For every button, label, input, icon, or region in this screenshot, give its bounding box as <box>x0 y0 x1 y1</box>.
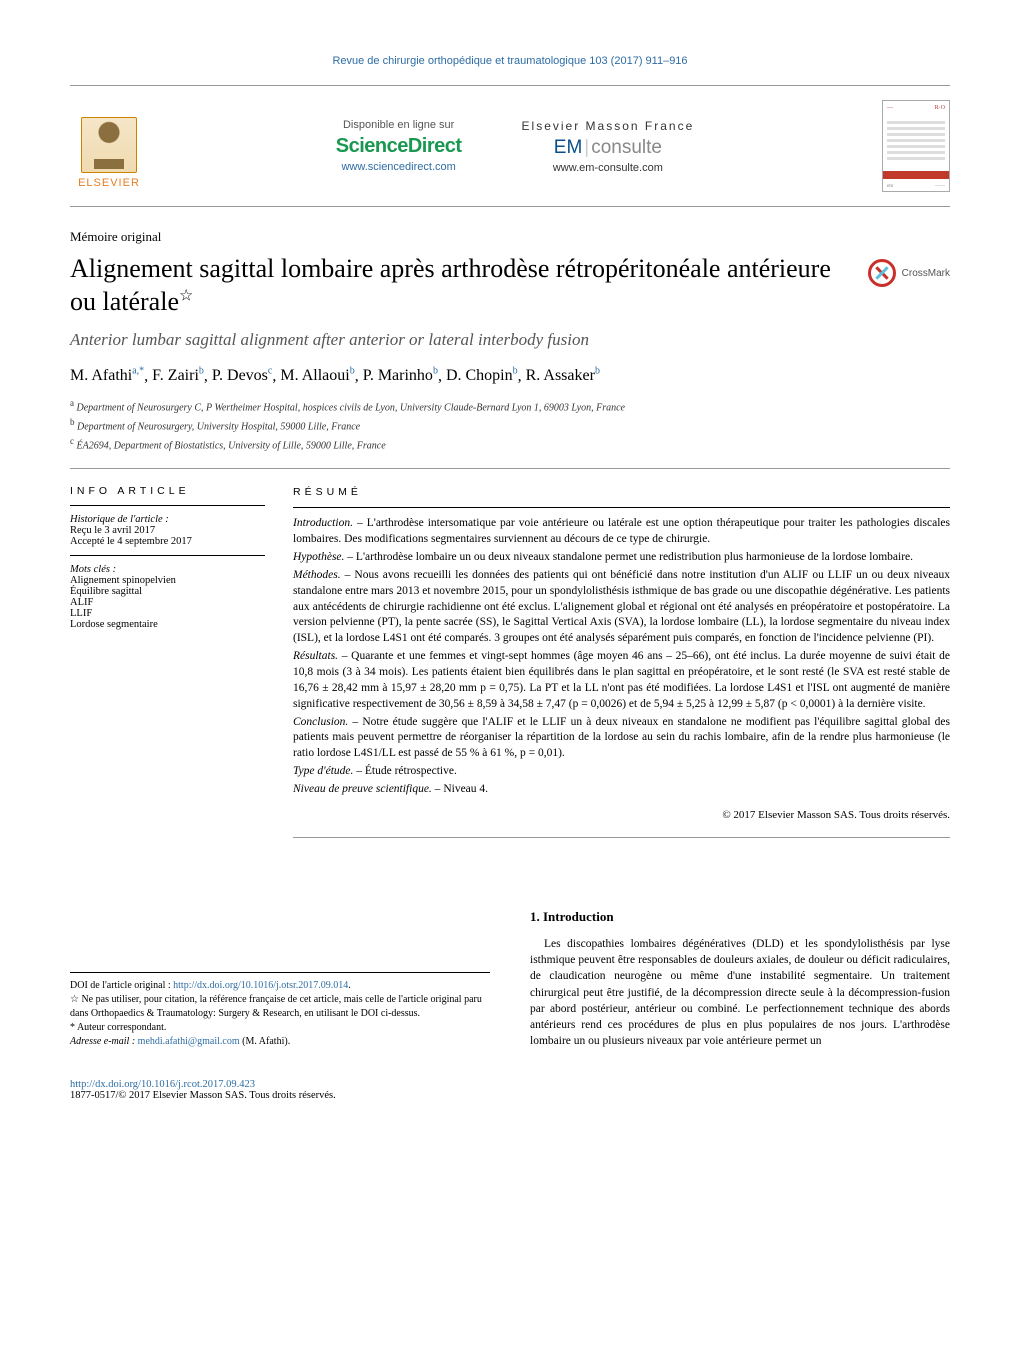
sciencedirect-logo[interactable]: ScienceDirect <box>336 135 462 158</box>
abs-hypothese: Hypothèse. – L'arthrodèse lombaire un ou… <box>293 550 950 566</box>
running-head: Revue de chirurgie orthopédique et traum… <box>70 55 950 67</box>
affiliations: a Department of Neurosurgery C, P Werthe… <box>70 397 950 468</box>
affiliation-c: c ÉA2694, Department of Biostatistics, U… <box>70 435 950 454</box>
sciencedirect-block: Disponible en ligne sur ScienceDirect ww… <box>336 119 462 174</box>
section-1-p1: Les discopathies lombaires dégénératives… <box>530 936 950 1049</box>
info-heading: INFO ARTICLE <box>70 469 265 506</box>
thumb-dash: — <box>887 105 893 117</box>
keyword-1: Équilibre sagittal <box>70 586 265 597</box>
doi-original: DOI de l'article original : http://dx.do… <box>70 979 490 993</box>
article-history: Historique de l'article : Reçu le 3 avri… <box>70 514 265 556</box>
thumb-band <box>883 171 949 179</box>
em-line1: Elsevier Masson France <box>522 119 695 133</box>
elsevier-logo: ELSEVIER <box>70 103 148 189</box>
author-2: P. Devosc <box>212 367 272 384</box>
affiliation-b: b Department of Neurosurgery, University… <box>70 416 950 435</box>
keyword-2: ALIF <box>70 597 265 608</box>
journal-cover-thumb: — R·O em —— <box>882 100 950 192</box>
em-em: EM <box>554 137 583 158</box>
article-title-fr: Alignement sagittal lombaire après arthr… <box>70 253 868 318</box>
footnote-email: Adresse e-mail : mehdi.afathi@gmail.com … <box>70 1035 490 1049</box>
author-4: P. Marinhob <box>363 367 438 384</box>
author-6: R. Assakerb <box>526 367 600 384</box>
abs-type: Type d'étude. – Étude rétrospective. <box>293 764 950 780</box>
abstract-copyright: © 2017 Elsevier Masson SAS. Tous droits … <box>293 808 950 837</box>
info-column: INFO ARTICLE Historique de l'article : R… <box>70 469 265 838</box>
abs-introduction: Introduction. – L'arthrodèse intersomati… <box>293 516 950 548</box>
keyword-4: Lordose segmentaire <box>70 619 265 630</box>
history-received: Reçu le 3 avril 2017 <box>70 525 265 536</box>
left-column: DOI de l'article original : http://dx.do… <box>70 908 490 1049</box>
crossmark-icon <box>868 259 896 287</box>
crossmark-label: CrossMark <box>902 268 950 279</box>
header-center: Disponible en ligne sur ScienceDirect ww… <box>148 119 882 174</box>
author-5: D. Chopinb <box>446 367 518 384</box>
issn-copyright: 1877-0517/© 2017 Elsevier Masson SAS. To… <box>70 1090 950 1101</box>
journal-header: ELSEVIER Disponible en ligne sur Science… <box>70 85 950 207</box>
thumb-lines <box>887 121 945 160</box>
crossmark-badge[interactable]: CrossMark <box>868 259 950 287</box>
em-consulte: consulte <box>591 137 662 158</box>
footnotes: DOI de l'article original : http://dx.do… <box>70 972 490 1049</box>
history-hd: Historique de l'article : <box>70 514 265 525</box>
keywords-hd: Mots clés : <box>70 564 265 575</box>
article-title-en: Anterior lumbar sagittal alignment after… <box>70 330 950 350</box>
author-0: M. Afathia,* <box>70 367 144 384</box>
article-doi-link[interactable]: http://dx.doi.org/10.1016/j.rcot.2017.09… <box>70 1079 255 1090</box>
abstract-column: RÉSUMÉ Introduction. – L'arthrodèse inte… <box>293 469 950 837</box>
keywords-block: Mots clés : Alignement spinopelvien Équi… <box>70 564 265 638</box>
keyword-3: LLIF <box>70 608 265 619</box>
em-logo[interactable]: EM|consulte <box>522 137 695 159</box>
author-1: F. Zairib <box>152 367 204 384</box>
abs-resultats: Résultats. – Quarante et une femmes et v… <box>293 649 950 712</box>
available-online-label: Disponible en ligne sur <box>336 119 462 131</box>
authors-line: M. Afathia,*, F. Zairib, P. Devosc, M. A… <box>70 366 950 385</box>
article-type: Mémoire original <box>70 229 950 245</box>
em-bar-icon: | <box>582 137 591 158</box>
thumb-foot-right: —— <box>935 184 945 189</box>
abs-niveau: Niveau de preuve scientifique. – Niveau … <box>293 782 950 798</box>
title-footnote-star: ☆ <box>179 287 193 304</box>
article-doi: http://dx.doi.org/10.1016/j.rcot.2017.09… <box>70 1079 950 1090</box>
thumb-brand: R·O <box>935 105 945 117</box>
sd-word: ScienceDirect <box>336 135 462 157</box>
keyword-0: Alignement spinopelvien <box>70 575 265 586</box>
abs-methodes: Méthodes. – Nous avons recueilli les don… <box>293 568 950 647</box>
sciencedirect-url[interactable]: www.sciencedirect.com <box>336 161 462 173</box>
affiliation-a: a Department of Neurosurgery C, P Werthe… <box>70 397 950 416</box>
author-3: M. Allaouib <box>280 367 354 384</box>
doi-original-link[interactable]: http://dx.doi.org/10.1016/j.otsr.2017.09… <box>173 980 348 991</box>
abs-conclusion: Conclusion. – Notre étude suggère que l'… <box>293 715 950 763</box>
elsevier-wordmark: ELSEVIER <box>78 177 140 189</box>
emconsulte-block: Elsevier Masson France EM|consulte www.e… <box>522 119 695 174</box>
elsevier-tree-icon <box>81 117 137 173</box>
corr-email-link[interactable]: mehdi.afathi@gmail.com <box>138 1036 240 1047</box>
section-1-heading: 1. Introduction <box>530 908 950 926</box>
thumb-foot-left: em <box>887 184 893 189</box>
em-url[interactable]: www.em-consulte.com <box>522 162 695 174</box>
footnote-corr: * Auteur correspondant. <box>70 1021 490 1035</box>
title-text: Alignement sagittal lombaire après arthr… <box>70 254 831 316</box>
abstract-heading: RÉSUMÉ <box>293 469 950 508</box>
footnote-star: ☆ Ne pas utiliser, pour citation, la réf… <box>70 993 490 1021</box>
history-accepted: Accepté le 4 septembre 2017 <box>70 536 265 547</box>
right-column: 1. Introduction Les discopathies lombair… <box>530 908 950 1049</box>
